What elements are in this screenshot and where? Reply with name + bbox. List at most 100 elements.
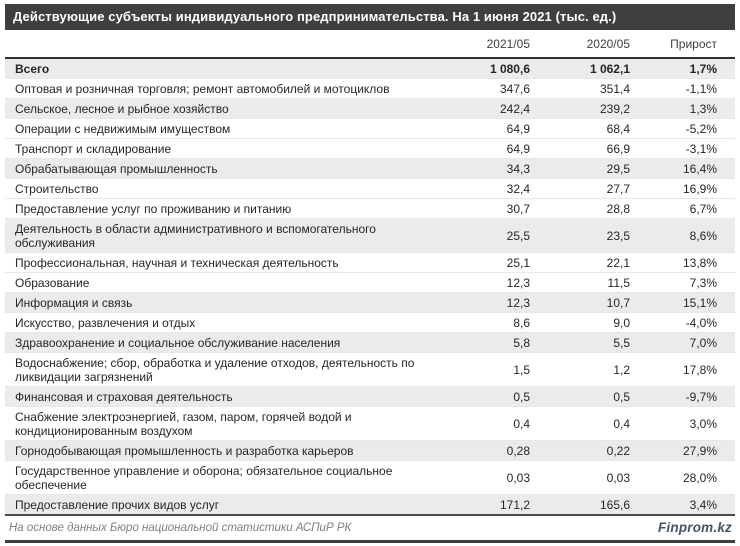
value-2020-05: 9,0 bbox=[613, 315, 630, 330]
value-2020-05: 68,4 bbox=[606, 121, 630, 136]
row-label: Горнодобывающая промышленность и разрабо… bbox=[15, 443, 354, 458]
value-growth: 28,0% bbox=[682, 470, 717, 485]
table-row: Предоставление прочих видов услуг 171,2 16… bbox=[5, 495, 735, 514]
value-2020-05: 239,2 bbox=[599, 101, 630, 116]
page-title: Действующие субъекты индивидуального пре… bbox=[5, 4, 735, 30]
table-row: Образование 12,3 11,5 7,3% bbox=[5, 273, 735, 293]
value-growth: 13,8% bbox=[682, 255, 717, 270]
value-2020-05: 0,4 bbox=[613, 416, 630, 431]
table-row: Искусство, развлечения и отдых 8,6 9,0 -4,0… bbox=[5, 313, 735, 333]
value-growth: 3,4% bbox=[689, 497, 717, 512]
value-growth: -5,2% bbox=[685, 121, 717, 136]
data-source-note: На основе данных Бюро национальной стати… bbox=[9, 521, 352, 534]
value-2021-05: 34,3 bbox=[506, 161, 530, 176]
value-2020-05: 0,22 bbox=[606, 443, 630, 458]
row-label: Операции с недвижимым имуществом bbox=[15, 121, 231, 136]
table-row: Горнодобывающая промышленность и разрабо… bbox=[5, 441, 735, 461]
table-row: Здравоохранение и социальное обслуживани… bbox=[5, 333, 735, 353]
value-2021-05: 32,4 bbox=[506, 181, 530, 196]
row-label: Образование bbox=[15, 275, 90, 290]
value-2021-05: 0,4 bbox=[513, 416, 530, 431]
table-row: Государственное управление и оборона; об… bbox=[5, 461, 735, 495]
value-growth: 16,9% bbox=[682, 181, 717, 196]
row-label: Предоставление прочих видов услуг bbox=[15, 497, 220, 512]
value-2021-05: 12,3 bbox=[506, 295, 530, 310]
table-row: Операции с недвижимым имуществом 64,9 68,4… bbox=[5, 119, 735, 139]
row-label: Информация и связь bbox=[15, 295, 133, 310]
col-header-2021-05: 2021/05 bbox=[486, 36, 530, 51]
row-label: Снабжение электроэнергией, газом, паром,… bbox=[15, 409, 352, 438]
table-header: 2021/05 2020/05 Прирост bbox=[5, 30, 735, 59]
value-2020-05: 5,5 bbox=[613, 335, 630, 350]
row-label: Здравоохранение и социальное обслуживани… bbox=[15, 335, 341, 350]
value-growth: 15,1% bbox=[682, 295, 717, 310]
value-2021-05: 30,7 bbox=[506, 201, 530, 216]
footer: На основе данных Бюро национальной стати… bbox=[5, 516, 735, 543]
value-2020-05: 28,8 bbox=[606, 201, 630, 216]
brand-logo[interactable]: Finprom.kz bbox=[657, 520, 732, 535]
value-growth: -3,1% bbox=[685, 141, 717, 156]
value-growth: 7,3% bbox=[689, 275, 717, 290]
value-growth: 1,7% bbox=[689, 61, 717, 76]
value-2021-05: 5,8 bbox=[513, 335, 530, 350]
table-row: Профессиональная, научная и техническая … bbox=[5, 253, 735, 273]
value-2020-05: 27,7 bbox=[606, 181, 630, 196]
value-2020-05: 1 062,1 bbox=[589, 61, 630, 76]
row-label: Оптовая и розничная торговля; ремонт авт… bbox=[15, 81, 390, 96]
value-2021-05: 242,4 bbox=[499, 101, 530, 116]
value-growth: 6,7% bbox=[689, 201, 717, 216]
value-2020-05: 23,5 bbox=[606, 228, 630, 243]
value-growth: 16,4% bbox=[682, 161, 717, 176]
row-label: Профессиональная, научная и техническая … bbox=[15, 255, 339, 270]
table-row: Транспорт и складирование 64,9 66,9 -3,1% bbox=[5, 139, 735, 159]
value-2021-05: 12,3 bbox=[506, 275, 530, 290]
table-row: Сельское, лесное и рыбное хозяйство 242,4… bbox=[5, 99, 735, 119]
value-2021-05: 347,6 bbox=[499, 81, 530, 96]
table-row: Снабжение электроэнергией, газом, паром,… bbox=[5, 407, 735, 441]
table-row: Строительство 32,4 27,7 16,9% bbox=[5, 179, 735, 199]
value-2020-05: 11,5 bbox=[607, 275, 630, 290]
col-header-growth: Прирост bbox=[670, 36, 717, 51]
value-growth: -1,1% bbox=[685, 81, 717, 96]
value-2021-05: 171,2 bbox=[499, 497, 530, 512]
table-row: Водоснабжение; сбор, обработка и удалени… bbox=[5, 353, 735, 387]
value-2020-05: 29,5 bbox=[606, 161, 630, 176]
value-2021-05: 1 080,6 bbox=[489, 61, 530, 76]
table-row: Информация и связь 12,3 10,7 15,1% bbox=[5, 293, 735, 313]
value-2021-05: 25,5 bbox=[506, 228, 530, 243]
table-row: Финансовая и страховая деятельность 0,5 0,… bbox=[5, 387, 735, 407]
value-2021-05: 25,1 bbox=[506, 255, 530, 270]
table-row: Предоставление услуг по проживанию и пит… bbox=[5, 199, 735, 219]
value-2021-05: 64,9 bbox=[506, 121, 530, 136]
value-2021-05: 0,28 bbox=[506, 443, 530, 458]
value-growth: 7,0% bbox=[689, 335, 717, 350]
value-2020-05: 0,03 bbox=[606, 470, 630, 485]
value-2021-05: 64,9 bbox=[506, 141, 530, 156]
table-row: Оптовая и розничная торговля; ремонт авт… bbox=[5, 79, 735, 99]
value-2020-05: 165,6 bbox=[599, 497, 630, 512]
value-growth: 17,8% bbox=[682, 362, 717, 377]
value-growth: -4,0% bbox=[685, 315, 717, 330]
col-header-2020-05: 2020/05 bbox=[586, 36, 630, 51]
value-2020-05: 10,7 bbox=[606, 295, 630, 310]
value-2021-05: 1,5 bbox=[513, 362, 530, 377]
value-2020-05: 1,2 bbox=[613, 362, 630, 377]
row-label: Государственное управление и оборона; об… bbox=[15, 463, 393, 492]
row-label: Транспорт и складирование bbox=[15, 141, 172, 156]
table-body: Всего 1 080,6 1 062,1 1,7% Оптовая и розничн… bbox=[5, 59, 735, 516]
value-2021-05: 0,03 bbox=[506, 470, 530, 485]
value-2020-05: 66,9 bbox=[606, 141, 630, 156]
row-label: Строительство bbox=[15, 181, 99, 196]
table-row: Всего 1 080,6 1 062,1 1,7% bbox=[5, 59, 735, 79]
row-label: Предоставление услуг по проживанию и пит… bbox=[15, 201, 292, 216]
value-growth: 3,0% bbox=[689, 416, 717, 431]
table-row: Деятельность в области административного… bbox=[5, 219, 735, 253]
value-growth: -9,7% bbox=[685, 389, 717, 404]
row-label: Всего bbox=[15, 61, 50, 76]
value-2021-05: 8,6 bbox=[513, 315, 530, 330]
value-growth: 27,9% bbox=[682, 443, 717, 458]
value-2020-05: 351,4 bbox=[599, 81, 630, 96]
row-label: Деятельность в области административного… bbox=[15, 221, 376, 250]
row-label: Водоснабжение; сбор, обработка и удалени… bbox=[15, 355, 415, 384]
